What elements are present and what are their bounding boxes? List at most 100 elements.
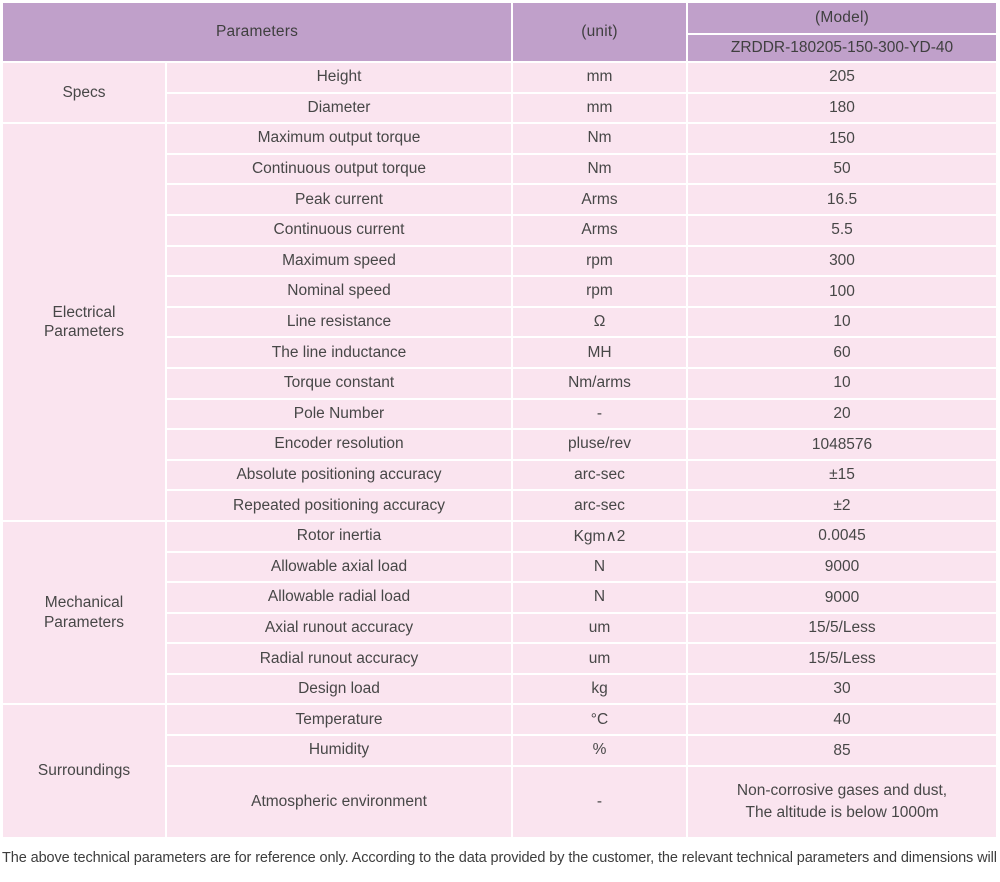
section-label-cell: Electrical Parameters xyxy=(3,124,165,520)
header-row-top: Parameters (unit) (Model) xyxy=(3,3,996,61)
param-name: Torque constant xyxy=(167,368,511,398)
param-unit: N xyxy=(513,583,686,612)
table-row: Absolute positioning accuracy arc-sec ±15 xyxy=(3,460,996,490)
param-unit: Nm xyxy=(513,154,686,184)
param-value: ±15 xyxy=(688,460,996,490)
param-value: 5.5 xyxy=(688,215,996,245)
param-unit: um xyxy=(513,644,686,673)
param-unit: Kgm∧2 xyxy=(513,521,686,551)
param-name: Continuous current xyxy=(167,215,511,245)
param-value: 205 xyxy=(688,63,996,92)
table-row: Atmospheric environment - Non-corrosive ga… xyxy=(3,766,996,837)
param-name: Design load xyxy=(167,674,511,704)
param-name: Allowable axial load xyxy=(167,552,511,582)
header-model: (Model) xyxy=(688,3,996,33)
table-row: The line inductance MH 60 xyxy=(3,338,996,367)
param-unit: rpm xyxy=(513,277,686,306)
table-row: Electrical Parameters Maximum output torq… xyxy=(3,124,996,520)
param-unit: mm xyxy=(513,93,686,123)
param-unit: um xyxy=(513,613,686,643)
param-value: ±2 xyxy=(688,491,996,520)
param-unit: MH xyxy=(513,338,686,367)
param-value: 100 xyxy=(688,277,996,306)
section-label: Specs xyxy=(62,83,106,101)
param-unit: N xyxy=(513,552,686,582)
param-unit: % xyxy=(513,736,686,765)
header-parameters: Parameters xyxy=(3,3,511,61)
table-row: Specs Height mm 205 xyxy=(3,63,996,123)
param-unit: °C xyxy=(513,705,686,735)
table-row: Peak current Arms 16.5 xyxy=(3,185,996,214)
table-row: Allowable axial load N 9000 xyxy=(3,552,996,582)
table-row: Line resistance Ω 10 xyxy=(3,307,996,337)
header-unit: (unit) xyxy=(513,3,686,61)
param-value: 0.0045 xyxy=(688,521,996,551)
table-row: Continuous output torque Nm 50 xyxy=(3,154,996,184)
table-row: Pole Number -20 xyxy=(3,399,996,429)
spec-table: Parameters (unit) (Model) ZRDDR-180205-1… xyxy=(1,1,998,839)
param-name: Humidity xyxy=(167,736,511,765)
param-name: Height xyxy=(167,63,511,92)
spec-table-body: Specs Height mm 205 Diameter mm 180 Electrical … xyxy=(3,63,996,837)
param-name: Atmospheric environment xyxy=(167,766,511,837)
param-name: Maximum speed xyxy=(167,246,511,276)
param-unit: Nm/arms xyxy=(513,368,686,398)
param-name: Encoder resolution xyxy=(167,430,511,459)
param-value: 85 xyxy=(688,736,996,765)
param-value: 20 xyxy=(688,399,996,429)
table-row: Surroundings Temperature °C 40 xyxy=(3,705,996,837)
table-row: Continuous current Arms 5.5 xyxy=(3,215,996,245)
section-label: Mechanical Parameters xyxy=(43,594,125,631)
param-value: 150 xyxy=(688,124,996,153)
param-unit: Nm xyxy=(513,124,686,153)
param-name: Continuous output torque xyxy=(167,154,511,184)
section-label: Surroundings xyxy=(37,762,131,780)
param-name: Peak current xyxy=(167,185,511,214)
model-number: ZRDDR-180205-150-300-YD-40 xyxy=(688,35,996,61)
param-unit: pluse/rev xyxy=(513,430,686,459)
spec-table-header: Parameters (unit) (Model) ZRDDR-180205-1… xyxy=(3,3,996,61)
param-name: Nominal speed xyxy=(167,277,511,306)
param-name: Line resistance xyxy=(167,307,511,337)
param-value: 50 xyxy=(688,154,996,184)
param-value: 30 xyxy=(688,674,996,704)
param-value: 16.5 xyxy=(688,185,996,214)
table-row: Encoder resolution pluse/rev 1048576 xyxy=(3,430,996,459)
param-unit: arc-sec xyxy=(513,491,686,520)
table-row: Humidity% 85 xyxy=(3,736,996,765)
section-label-cell: Mechanical Parameters xyxy=(3,521,165,704)
param-value: Non-corrosive gases and dust, The altitu… xyxy=(688,766,996,837)
param-name: Allowable radial load xyxy=(167,583,511,612)
param-unit: mm xyxy=(513,63,686,92)
table-row: Radial runout accuracy um 15/5/Less xyxy=(3,644,996,673)
header-row-sub: ZRDDR-180205-150-300-YD-40 xyxy=(3,35,996,61)
table-row: Nominal speed rpm 100 xyxy=(3,277,996,306)
param-name: Radial runout accuracy xyxy=(167,644,511,673)
param-value: 9000 xyxy=(688,583,996,612)
table-row: Repeated positioning accuracy arc-sec ±2 xyxy=(3,491,996,520)
table-row: Torque constant Nm/arms 10 xyxy=(3,368,996,398)
table-row: Allowable radial load N 9000 xyxy=(3,583,996,612)
param-unit: rpm xyxy=(513,246,686,276)
table-row: Axial runout accuracy um 15/5/Less xyxy=(3,613,996,643)
param-value: 10 xyxy=(688,307,996,337)
param-value: 60 xyxy=(688,338,996,367)
param-name: Maximum output torque xyxy=(167,124,511,153)
param-value: 15/5/Less xyxy=(688,613,996,643)
section-label-cell: Surroundings xyxy=(3,705,165,837)
section-label-cell: Specs xyxy=(3,63,165,123)
param-value: 10 xyxy=(688,368,996,398)
table-row: Diameter mm 180 xyxy=(3,93,996,123)
param-name: Pole Number xyxy=(167,399,511,429)
section-label: Electrical Parameters xyxy=(43,303,125,341)
param-unit: kg xyxy=(513,674,686,704)
param-unit: Arms xyxy=(513,185,686,214)
param-value: 15/5/Less xyxy=(688,644,996,673)
table-row: Mechanical Parameters Rotor inertia Kgm∧2 0… xyxy=(3,521,996,704)
param-name: Temperature xyxy=(167,705,511,735)
footer-note: The above technical parameters are for r… xyxy=(2,849,1000,866)
param-name: Axial runout accuracy xyxy=(167,613,511,643)
param-unit: - xyxy=(513,766,686,837)
param-name: Absolute positioning accuracy xyxy=(167,460,511,490)
param-unit: - xyxy=(513,399,686,429)
